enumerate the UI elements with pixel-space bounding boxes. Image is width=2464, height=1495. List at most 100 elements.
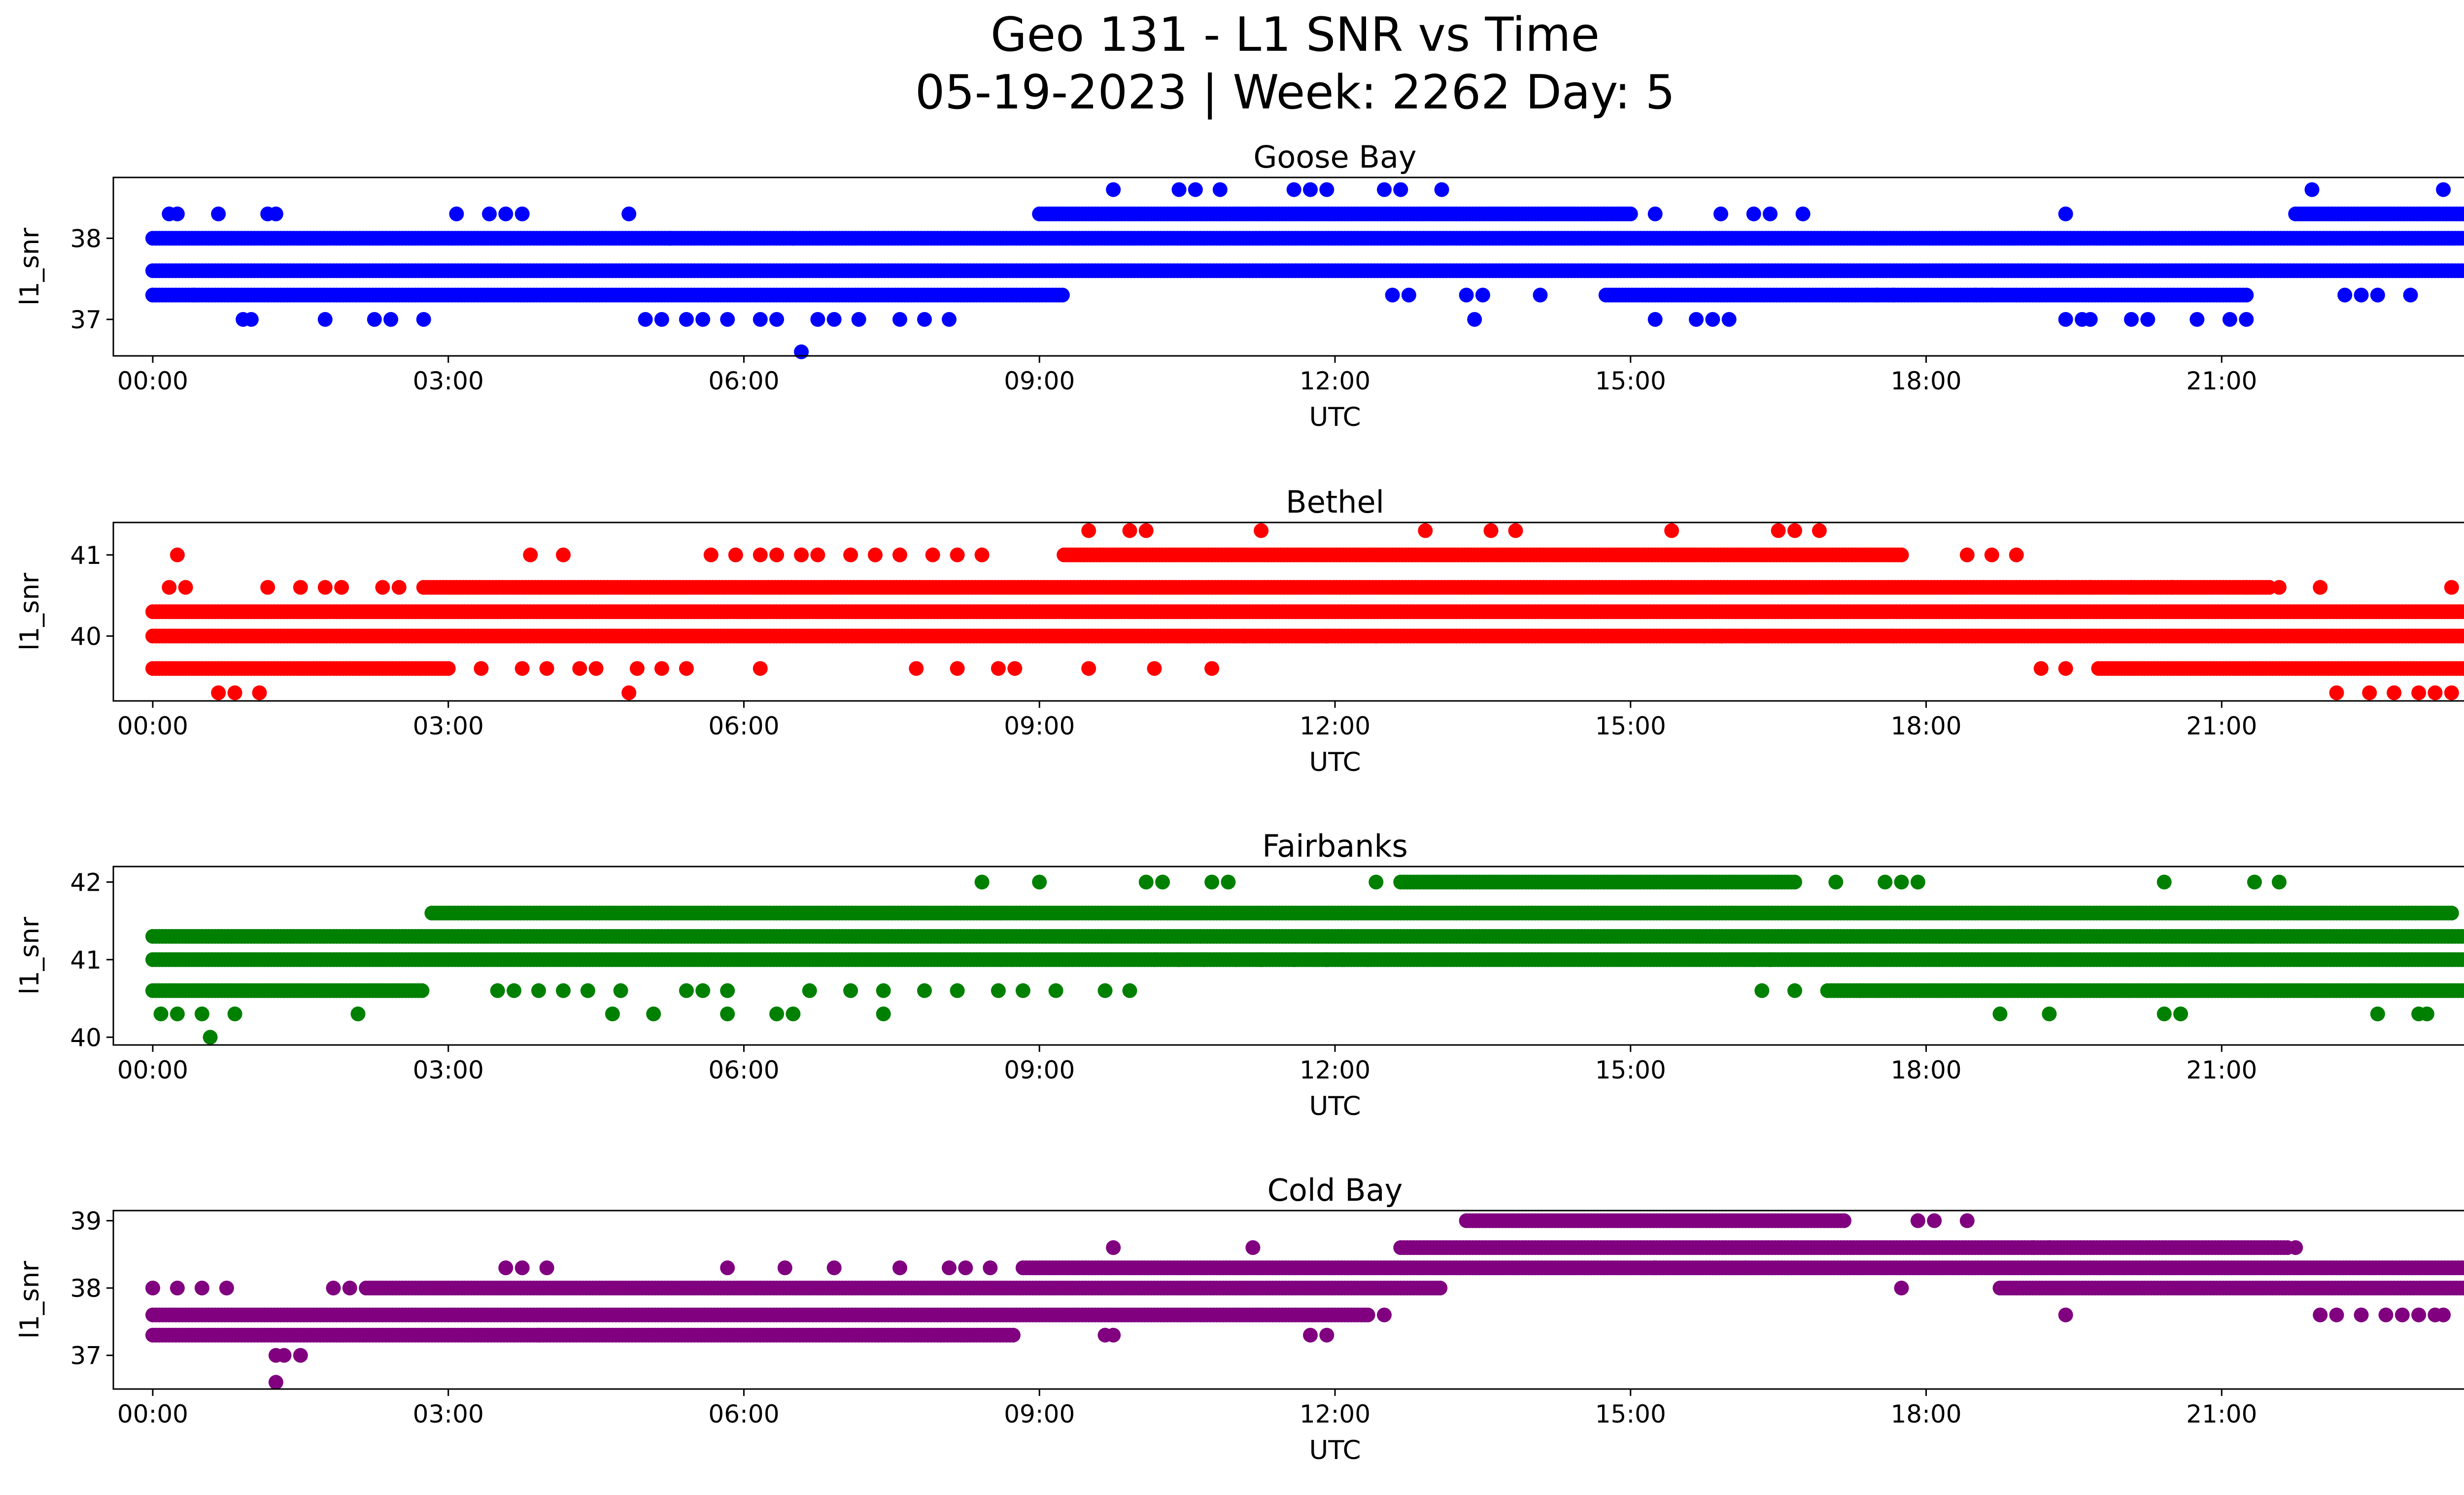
dense-band xyxy=(145,952,2464,967)
data-point xyxy=(1795,207,1811,221)
data-point xyxy=(2411,685,2427,700)
y-tick-label: 41 xyxy=(70,541,102,570)
dense-band xyxy=(145,231,2464,246)
data-point xyxy=(2239,312,2254,327)
data-point xyxy=(588,661,604,676)
data-point xyxy=(2362,685,2377,700)
figure-title-line2: 05-19-2023 | Week: 2262 Day: 5 xyxy=(915,66,1675,120)
data-point xyxy=(728,547,743,562)
data-point xyxy=(2050,580,2065,595)
data-point xyxy=(2009,547,2024,562)
data-point xyxy=(1812,523,1827,538)
data-point xyxy=(662,231,678,246)
data-point xyxy=(638,312,653,327)
data-point xyxy=(991,661,1006,676)
data-point xyxy=(621,685,637,700)
data-point xyxy=(1237,628,1252,644)
y-axis-label: l1_snr xyxy=(15,573,45,651)
data-point xyxy=(2461,264,2464,277)
data-point xyxy=(293,580,308,595)
data-point xyxy=(1377,182,1392,197)
x-tick-label: 18:00 xyxy=(1890,367,1961,395)
data-point xyxy=(1746,207,1761,221)
dense-band xyxy=(1032,207,1638,221)
data-point xyxy=(1869,287,1884,303)
data-point xyxy=(170,547,185,562)
y-tick-label: 37 xyxy=(70,306,102,334)
data-point xyxy=(1664,523,1679,538)
x-tick-label: 18:00 xyxy=(1890,712,1961,740)
data-point xyxy=(720,312,735,327)
data-point xyxy=(1705,312,1720,327)
data-point xyxy=(629,661,645,676)
data-point xyxy=(794,344,809,359)
data-point xyxy=(1204,661,1220,676)
data-point xyxy=(753,547,768,562)
data-point xyxy=(2403,287,2418,303)
data-point xyxy=(753,312,768,327)
data-point xyxy=(1787,523,1802,538)
data-point xyxy=(950,547,965,562)
dense-band xyxy=(416,580,2277,595)
data-point xyxy=(950,661,965,676)
dense-band xyxy=(1057,547,1909,562)
data-point xyxy=(1262,628,1277,644)
data-point xyxy=(317,580,333,595)
data-point xyxy=(892,312,907,327)
data-point xyxy=(2428,685,2443,700)
y-tick-label: 40 xyxy=(70,622,102,651)
dense-band xyxy=(2091,661,2464,676)
y-axis-label: l1_snr xyxy=(15,228,45,306)
data-point xyxy=(1689,312,1704,327)
subplot-title: Bethel xyxy=(1286,484,1384,520)
dense-band xyxy=(145,263,2464,278)
data-point xyxy=(1467,312,1482,327)
data-point xyxy=(556,547,571,562)
data-point xyxy=(909,661,924,676)
data-point xyxy=(1894,547,1909,562)
data-point xyxy=(1081,523,1096,538)
data-point xyxy=(2058,661,2073,676)
dense-band xyxy=(2288,207,2464,221)
data-point xyxy=(2337,287,2353,303)
data-point xyxy=(1984,547,1999,562)
data-point xyxy=(243,312,259,327)
data-point xyxy=(769,312,785,327)
data-point xyxy=(1475,287,1490,303)
data-point xyxy=(2124,312,2139,327)
data-point xyxy=(162,580,177,595)
data-point xyxy=(1055,287,1070,303)
data-point xyxy=(925,547,940,562)
x-axis-label: UTC xyxy=(1309,747,1361,777)
data-point xyxy=(2387,685,2402,700)
data-point xyxy=(1369,628,1384,644)
data-point xyxy=(1959,547,1975,562)
data-point xyxy=(145,287,160,303)
data-point xyxy=(1738,628,1753,644)
data-point xyxy=(892,547,907,562)
data-point xyxy=(268,207,283,221)
data-point xyxy=(1885,628,1901,644)
data-point xyxy=(2271,580,2287,595)
data-point xyxy=(1196,628,1211,644)
data-point xyxy=(2444,685,2459,700)
data-point xyxy=(514,207,530,221)
data-point xyxy=(523,547,538,562)
data-point xyxy=(1721,312,1737,327)
data-point xyxy=(1401,287,1416,303)
x-tick-label: 15:00 xyxy=(1595,367,1666,395)
subplot-title: Goose Bay xyxy=(1253,139,1416,175)
data-point xyxy=(1319,182,1335,197)
data-point xyxy=(843,547,858,562)
data-point xyxy=(2165,580,2180,595)
x-tick-label: 00:00 xyxy=(117,367,188,395)
data-point xyxy=(227,685,242,700)
data-point xyxy=(753,661,768,676)
dense-band xyxy=(145,287,1070,303)
data-point xyxy=(942,312,957,327)
data-point xyxy=(2124,580,2139,595)
data-point xyxy=(1254,523,1269,538)
data-point xyxy=(2304,182,2320,197)
